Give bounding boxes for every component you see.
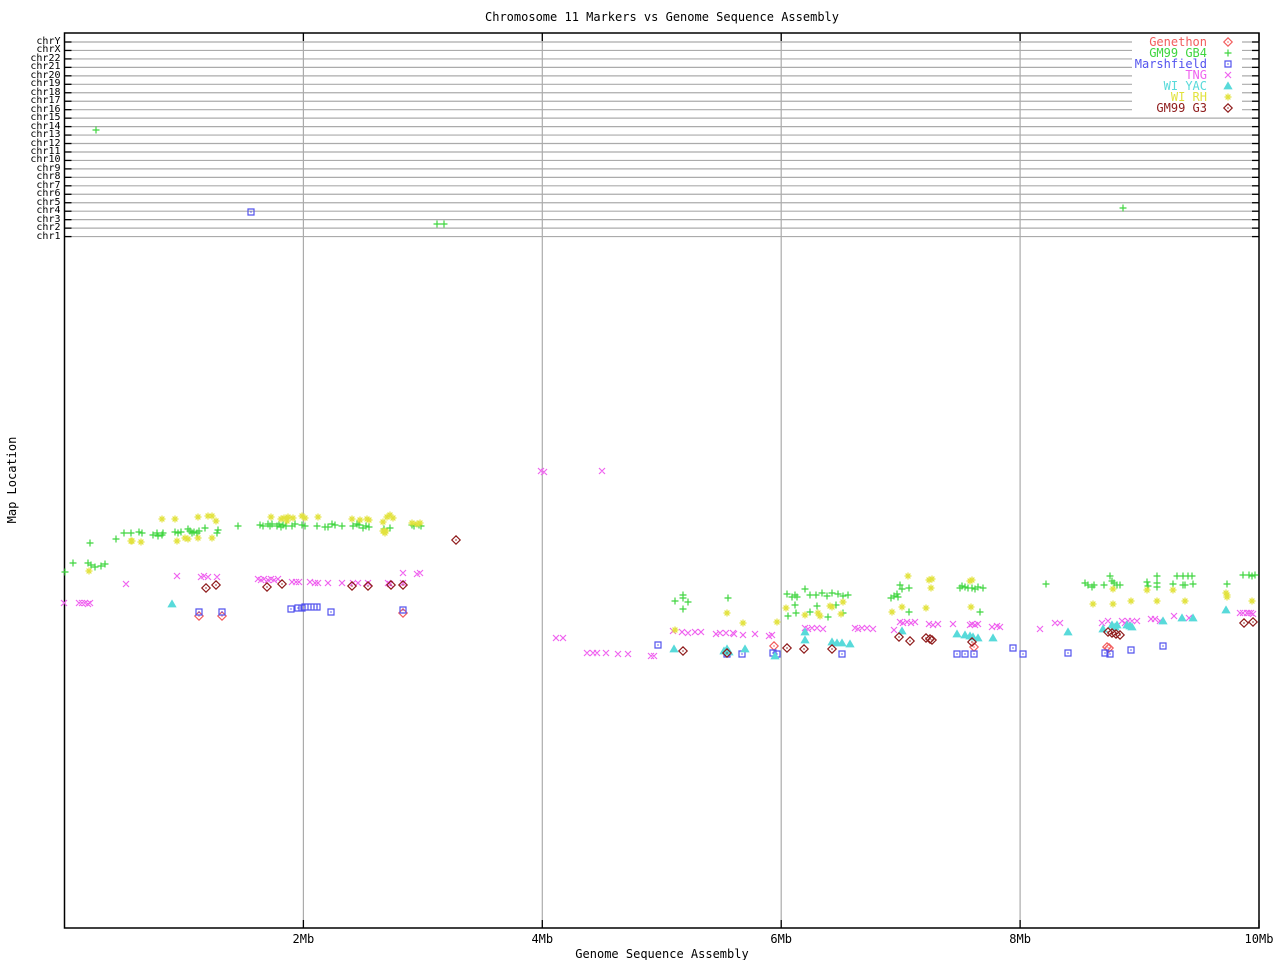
y-tick-label-chrX: chrX bbox=[36, 44, 61, 56]
y-tick-label-chr2: chr2 bbox=[36, 222, 61, 234]
y-tick-label-chr12: chr12 bbox=[30, 137, 61, 149]
y-tick-label-chr5: chr5 bbox=[36, 196, 61, 208]
y-tick-label-chr13: chr13 bbox=[30, 129, 61, 141]
legend-label-gm99-g3: GM99 G3 bbox=[1156, 101, 1207, 115]
legend-marker-icon-tng bbox=[1224, 71, 1232, 79]
y-tick-label-chr10: chr10 bbox=[30, 154, 61, 166]
y-tick-label-chr16: chr16 bbox=[30, 103, 61, 115]
y-tick-label-chr1: chr1 bbox=[36, 230, 61, 242]
y-tick-label-chr15: chr15 bbox=[30, 112, 61, 124]
legend-label-tng: TNG bbox=[1185, 68, 1207, 82]
y-tick-label-chr17: chr17 bbox=[30, 95, 61, 107]
series-gm99-gb4 bbox=[61, 126, 1259, 621]
x-tick-label-10Mb: 10Mb bbox=[1244, 932, 1274, 946]
series-tng bbox=[60, 467, 1257, 660]
legend-marker-icon-gm99-gb4 bbox=[1224, 49, 1232, 57]
x-tick-label-8Mb: 8Mb bbox=[1009, 932, 1031, 946]
y-tick-label-chr21: chr21 bbox=[30, 61, 61, 73]
legend-label-wi-rh: WI RH bbox=[1170, 90, 1207, 104]
y-tick-label-chr18: chr18 bbox=[30, 86, 61, 98]
x-tick-label-4Mb: 4Mb bbox=[531, 932, 554, 946]
legend-label-gm99-gb4: GM99 GB4 bbox=[1149, 46, 1207, 60]
legend-marker-icon-genethon bbox=[1222, 36, 1234, 48]
y-tick-label-chr3: chr3 bbox=[36, 213, 61, 225]
legend-marker-icon-marshfield bbox=[1224, 60, 1232, 68]
series-wi-rh bbox=[85, 511, 1256, 634]
legend-background bbox=[1132, 35, 1242, 115]
y-tick-label-chr22: chr22 bbox=[30, 52, 61, 64]
x-tick-label-2Mb: 2Mb bbox=[292, 932, 315, 946]
plot-border bbox=[63, 32, 1260, 929]
y-tick-label-chr20: chr20 bbox=[30, 69, 61, 81]
series-wi-yac bbox=[167, 599, 1231, 660]
legend-label-wi-yac: WI YAC bbox=[1163, 79, 1207, 93]
legend-marker-icon-gm99-g3 bbox=[1222, 102, 1234, 114]
y-tick-label-chr19: chr19 bbox=[30, 78, 61, 90]
y-tick-label-chrY: chrY bbox=[36, 36, 61, 47]
legend-label-marshfield: Marshfield bbox=[1134, 57, 1207, 71]
series-marshfield bbox=[195, 208, 1167, 658]
series-gm99-g3 bbox=[200, 534, 1259, 659]
y-tick-label-chr8: chr8 bbox=[36, 171, 61, 183]
x-tick-label-6Mb: 6Mb bbox=[770, 932, 793, 946]
y-tick-label-chr9: chr9 bbox=[36, 162, 61, 174]
y-tick-label-chr14: chr14 bbox=[30, 120, 61, 132]
y-tick-label-chr4: chr4 bbox=[36, 205, 61, 217]
y-tick-label-chr7: chr7 bbox=[36, 179, 61, 191]
y-tick-label-chr11: chr11 bbox=[30, 145, 61, 157]
legend-marker-icon-wi-yac bbox=[1223, 81, 1233, 90]
chart-title: Chromosome 11 Markers vs Genome Sequence… bbox=[484, 10, 840, 24]
legend-marker-icon-wi-rh bbox=[1224, 93, 1232, 101]
y-tick-label-chr6: chr6 bbox=[36, 188, 61, 200]
x-axis-title: Genome Sequence Assembly bbox=[575, 947, 749, 960]
legend-label-genethon: Genethon bbox=[1149, 35, 1207, 49]
